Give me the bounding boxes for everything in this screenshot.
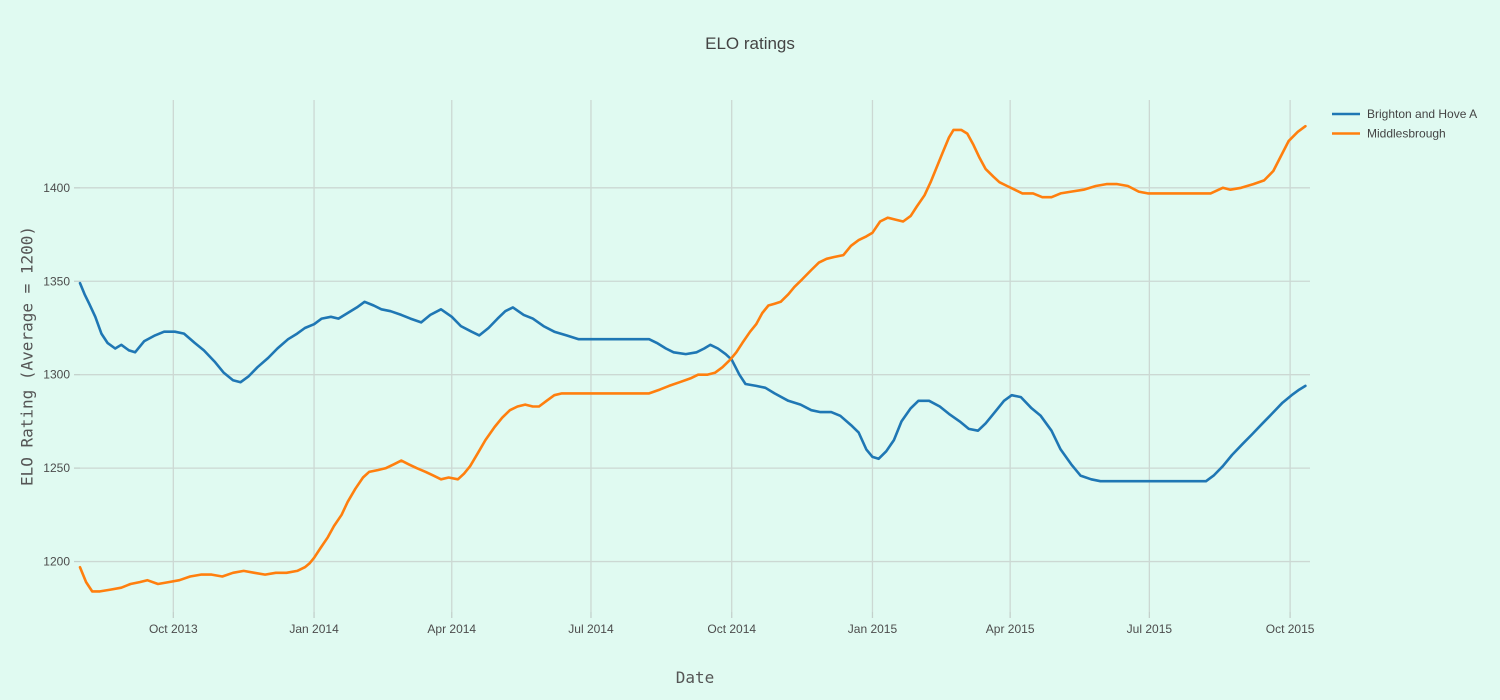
x-axis-title: Date bbox=[675, 668, 715, 687]
plot-area[interactable] bbox=[80, 100, 1310, 612]
chart-title: ELO ratings bbox=[705, 34, 795, 53]
series-line-brighton-and-hove-a[interactable] bbox=[78, 281, 1307, 483]
legend-label: Brighton and Hove A bbox=[1367, 107, 1477, 121]
x-tick-label: Oct 2013 bbox=[149, 622, 198, 636]
x-tick-label: Jan 2014 bbox=[289, 622, 339, 636]
legend-item-middlesbrough[interactable]: Middlesbrough bbox=[1332, 127, 1446, 141]
legend-item-brighton-and-hove-a[interactable]: Brighton and Hove A bbox=[1332, 107, 1477, 121]
y-tick-label: 1300 bbox=[43, 368, 70, 382]
y-tick-label: 1400 bbox=[43, 181, 70, 195]
x-tick-label: Jul 2014 bbox=[568, 622, 614, 636]
x-tick-label: Apr 2015 bbox=[986, 622, 1035, 636]
x-tick-label: Jan 2015 bbox=[848, 622, 898, 636]
y-tick-label: 1200 bbox=[43, 555, 70, 569]
series-line-middlesbrough[interactable] bbox=[78, 124, 1307, 593]
legend-label: Middlesbrough bbox=[1367, 127, 1446, 141]
y-tick-label: 1250 bbox=[43, 461, 70, 475]
x-tick-label: Oct 2015 bbox=[1266, 622, 1315, 636]
x-tick-label: Jul 2015 bbox=[1127, 622, 1173, 636]
y-tick-label: 1350 bbox=[43, 274, 70, 288]
x-tick-label: Oct 2014 bbox=[707, 622, 756, 636]
x-tick-label: Apr 2014 bbox=[427, 622, 476, 636]
